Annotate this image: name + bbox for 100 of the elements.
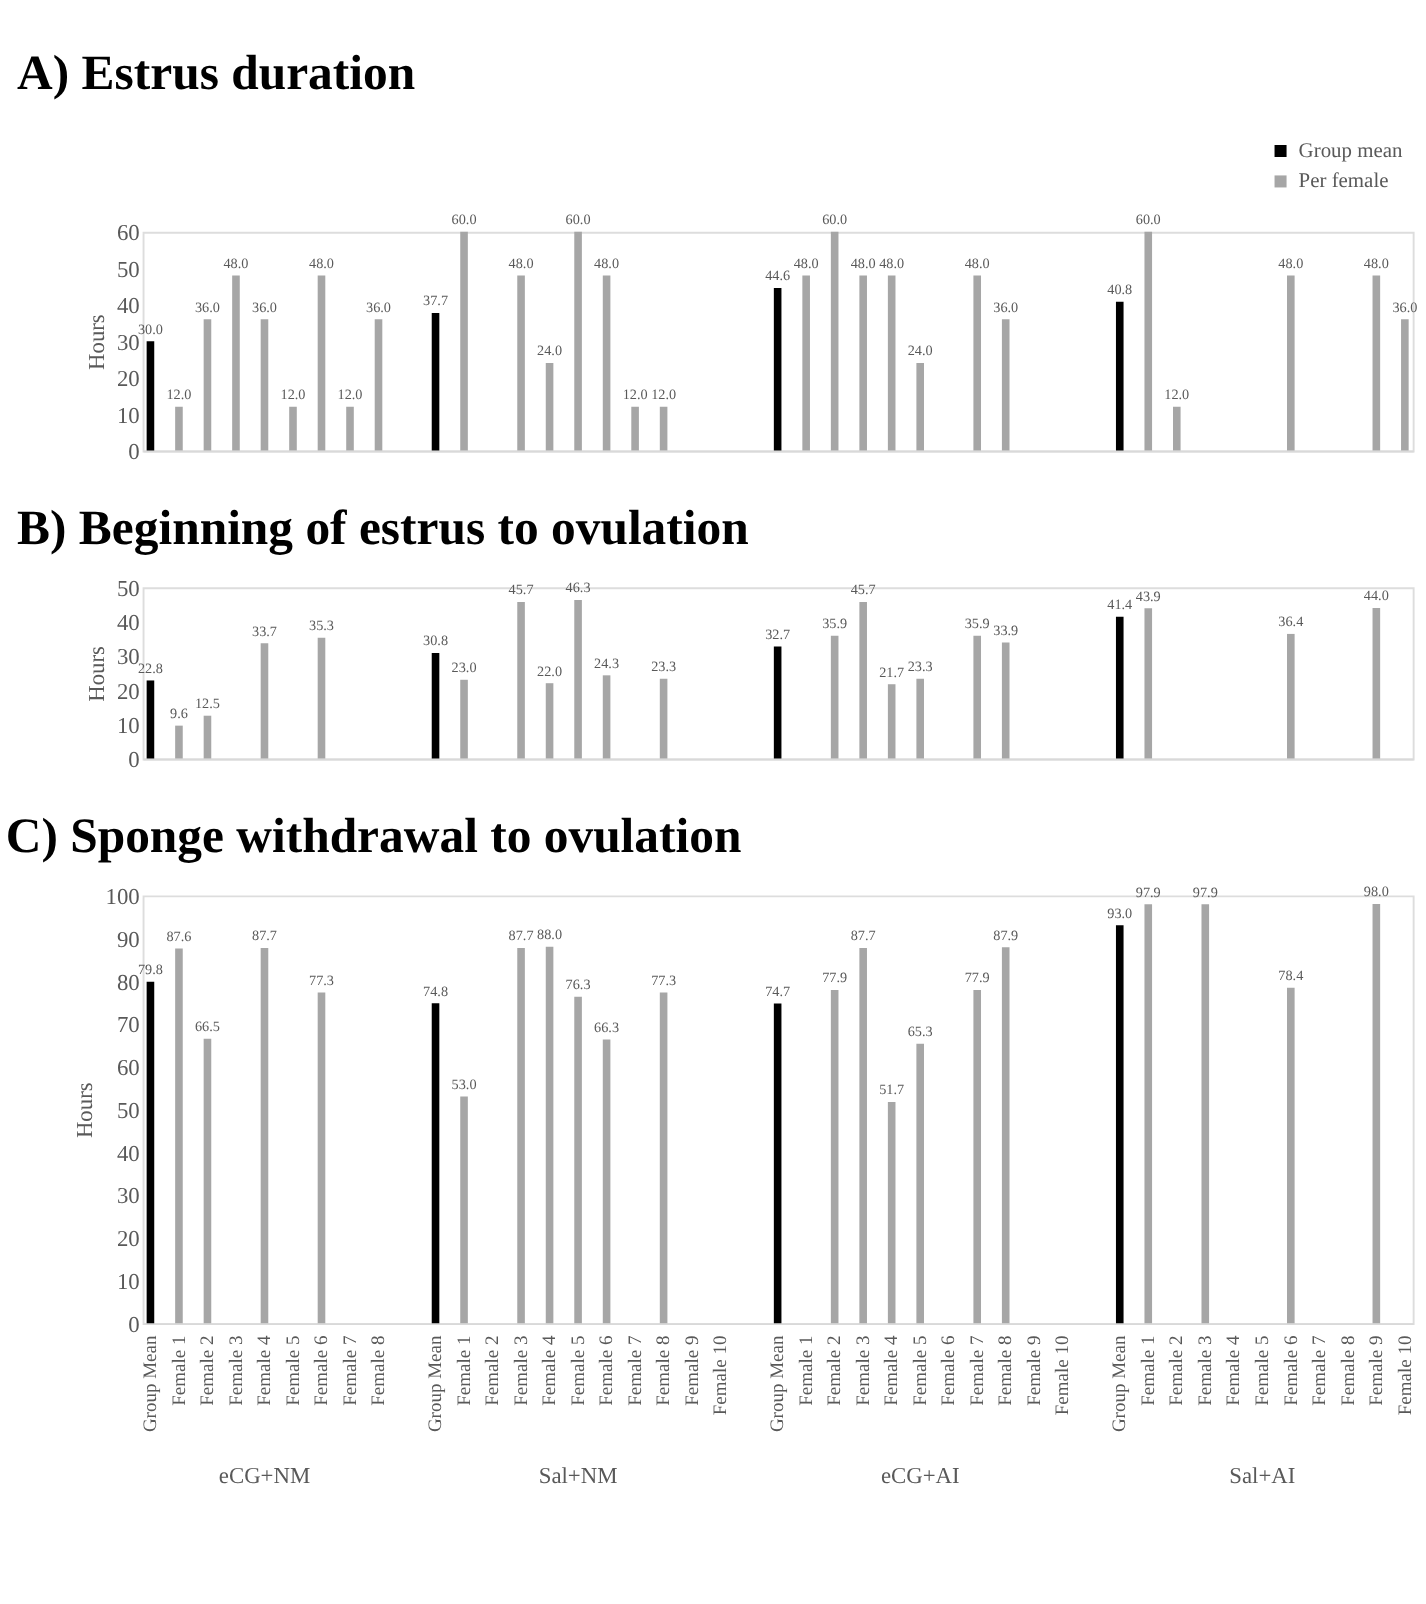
y-tick-label: 30 <box>116 646 141 671</box>
x-tick-label: Female 6 <box>1282 1335 1303 1406</box>
bar <box>887 684 896 759</box>
bar <box>1001 319 1010 451</box>
x-tick-label: Female 8 <box>655 1335 676 1406</box>
x-tick-label: Female 4 <box>541 1335 562 1406</box>
bar <box>887 1102 896 1324</box>
legend-label: Per female <box>1298 171 1390 194</box>
y-tick-label: 100 <box>105 885 141 910</box>
bar <box>260 643 269 759</box>
bar <box>773 646 782 759</box>
x-tick-label: Female 7 <box>341 1335 362 1406</box>
bar <box>260 319 269 451</box>
x-tick-label: Female 3 <box>854 1335 875 1406</box>
x-tick-label: Female 1 <box>797 1335 818 1406</box>
bar <box>830 231 839 451</box>
y-tick-label: 60 <box>116 1057 141 1082</box>
y-tick-label: 0 <box>128 1313 141 1338</box>
text: eCG+NM <box>218 1464 311 1489</box>
x-tick-label: Female 2 <box>1168 1335 1189 1406</box>
bar <box>602 1039 611 1324</box>
bar <box>574 996 582 1324</box>
x-tick-label: Female 5 <box>569 1335 590 1406</box>
bar <box>203 1038 212 1324</box>
bar <box>1287 633 1295 759</box>
y-tick-label: 20 <box>116 1228 141 1253</box>
bar <box>973 989 982 1324</box>
x-tick-label: Female 3 <box>227 1335 248 1406</box>
x-tick-label: Female 1 <box>170 1335 191 1406</box>
x-tick-label: Female 6 <box>598 1335 619 1406</box>
bar <box>830 989 839 1324</box>
x-tick-label: Female 4 <box>256 1335 277 1406</box>
x-tick-label: Female 1 <box>455 1335 476 1406</box>
x-tick-label: Female 4 <box>1225 1335 1246 1406</box>
bar <box>289 406 297 451</box>
bar <box>545 683 554 759</box>
text: Sal+AI <box>1229 1464 1296 1489</box>
x-tick-label: Group Mean <box>1111 1335 1132 1433</box>
x-tick-label: Female 3 <box>1196 1335 1217 1406</box>
y-tick-label: 40 <box>116 295 141 320</box>
bar <box>973 275 982 451</box>
bar <box>1144 608 1153 759</box>
bar <box>1372 903 1381 1324</box>
bar <box>1287 987 1295 1324</box>
bar <box>146 680 155 759</box>
bar <box>659 678 668 759</box>
bar <box>773 287 782 451</box>
bar <box>574 600 582 759</box>
bar <box>830 635 839 759</box>
x-tick-label: Female 7 <box>968 1335 989 1406</box>
legend-label: Group mean <box>1298 140 1404 163</box>
y-axis-title: Hours <box>74 1081 99 1139</box>
bar <box>1201 904 1210 1324</box>
bar <box>916 1043 924 1324</box>
bar <box>317 992 326 1324</box>
y-axis-title: Hours <box>85 313 110 370</box>
bar <box>859 275 867 451</box>
bar <box>659 992 668 1324</box>
x-tick-label: Female 9 <box>1025 1335 1046 1406</box>
y-tick-label: 90 <box>116 928 141 953</box>
x-tick-label: Female 5 <box>284 1335 305 1406</box>
y-tick-label: 0 <box>128 441 141 466</box>
y-tick-label: 20 <box>116 680 141 705</box>
bar <box>431 313 440 451</box>
y-axis-title: Hours <box>85 644 110 702</box>
x-tick-label: Group Mean <box>427 1335 448 1433</box>
bar <box>232 275 240 451</box>
bar <box>260 948 269 1324</box>
bar <box>1001 642 1010 759</box>
bar <box>1115 301 1124 451</box>
bar <box>317 275 326 451</box>
bar <box>916 363 924 451</box>
text: eCG+AI <box>880 1464 960 1489</box>
bar <box>374 319 383 451</box>
bar <box>1401 319 1409 451</box>
bar <box>602 675 611 759</box>
y-tick-label: 60 <box>116 222 141 247</box>
x-tick-label: Female 8 <box>1339 1335 1360 1406</box>
bar <box>203 715 212 759</box>
bar <box>431 653 440 759</box>
bar <box>1372 607 1381 759</box>
bar <box>317 637 326 759</box>
bar <box>175 406 183 451</box>
y-tick-label: 40 <box>116 612 141 637</box>
x-tick-label: Female 5 <box>1254 1335 1275 1406</box>
y-tick-label: 40 <box>116 1142 141 1167</box>
x-tick-label: Group Mean <box>142 1335 163 1433</box>
chart-title: B) Beginning of estrus to ovulation <box>17 501 750 556</box>
x-tick-label: Female 10 <box>712 1335 733 1416</box>
x-tick-label: Female 7 <box>1311 1335 1332 1406</box>
x-tick-label: Female 4 <box>883 1335 904 1406</box>
bar <box>574 231 582 451</box>
bar <box>146 981 155 1324</box>
bar <box>1144 231 1153 451</box>
y-tick-label: 50 <box>116 1099 141 1124</box>
bar <box>1172 406 1181 451</box>
bar <box>545 946 554 1324</box>
y-tick-label: 30 <box>116 331 141 356</box>
x-tick-label: Female 2 <box>826 1335 847 1406</box>
bar <box>1372 275 1381 451</box>
